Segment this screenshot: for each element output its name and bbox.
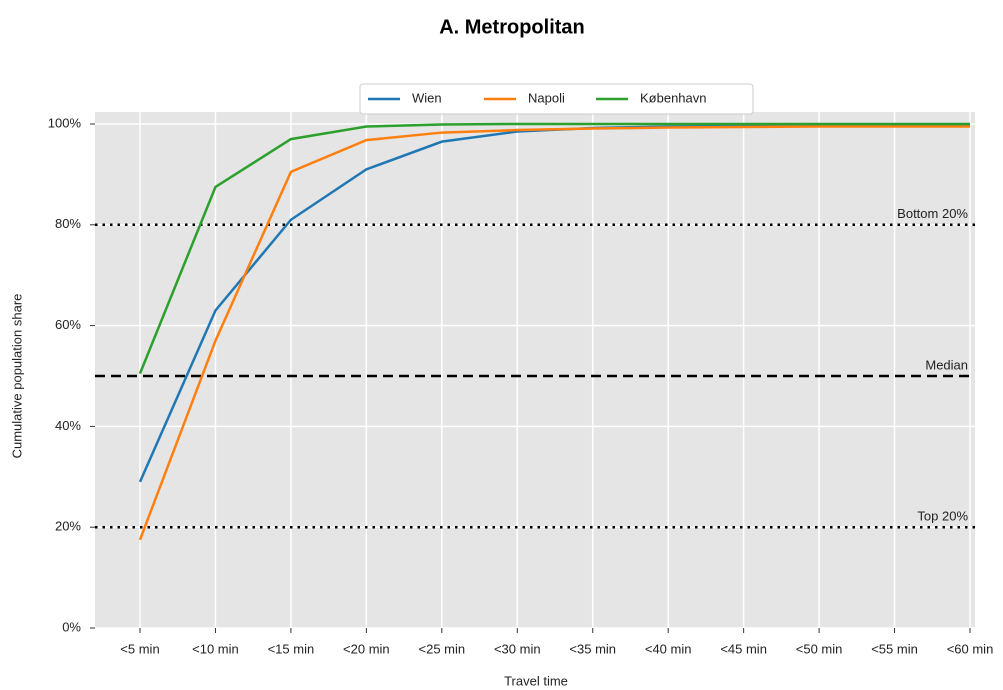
y-tick-label: 0% — [62, 619, 81, 634]
x-tick-label: <60 min — [947, 641, 994, 656]
reference-label: Bottom 20% — [897, 206, 968, 221]
legend-label: Napoli — [528, 90, 565, 105]
x-tick-label: <20 min — [343, 641, 390, 656]
x-tick-label: <15 min — [268, 641, 315, 656]
x-axis-label: Travel time — [504, 673, 568, 688]
x-tick-label: <10 min — [192, 641, 239, 656]
reference-label: Top 20% — [917, 509, 968, 524]
y-tick-label: 20% — [55, 519, 81, 534]
series-line — [138, 122, 970, 374]
y-tick-label: 40% — [55, 418, 81, 433]
y-tick-label: 100% — [48, 115, 82, 130]
x-tick-label: <45 min — [720, 641, 767, 656]
reference-label: Median — [925, 357, 968, 372]
plot-background — [95, 112, 975, 628]
x-tick-label: <35 min — [569, 641, 616, 656]
x-tick-label: <55 min — [871, 641, 918, 656]
legend-box — [359, 83, 754, 115]
x-tick-label: <25 min — [419, 641, 466, 656]
x-tick-label: <30 min — [494, 641, 541, 656]
x-tick-label: <5 min — [120, 641, 159, 656]
y-axis-label: Cumulative population share — [9, 294, 24, 459]
series-line — [138, 125, 970, 541]
y-tick-label: 80% — [55, 216, 81, 231]
legend-label: Wien — [412, 90, 442, 105]
chart-title: A. Metropolitan — [439, 16, 585, 38]
y-tick-label: 60% — [55, 317, 81, 332]
legend-label: København — [640, 90, 707, 105]
x-tick-label: <40 min — [645, 641, 692, 656]
x-tick-label: <50 min — [796, 641, 843, 656]
